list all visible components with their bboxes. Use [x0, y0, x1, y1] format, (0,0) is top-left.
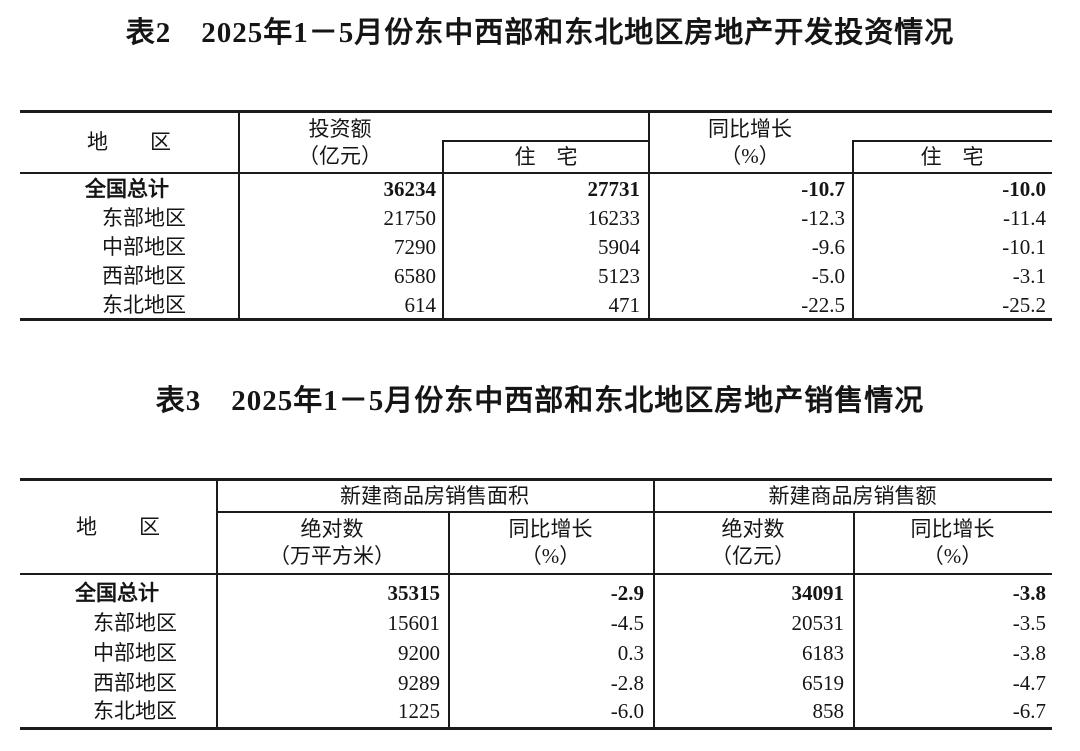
t2-row4-yoy-residential: -25.2	[1002, 293, 1046, 317]
t2-row0-residential: 27731	[587, 177, 641, 201]
t3-group-separator-border	[217, 511, 1052, 513]
t2-row0-yoy-residential: -10.0	[1002, 177, 1046, 201]
t2-header-yoy: 同比增长 （%）	[648, 113, 852, 172]
t2-header-yoy-label: 同比增长	[708, 116, 792, 141]
t3-col-divider-2	[448, 511, 450, 730]
t2-row2-region: 中部地区	[102, 235, 186, 259]
t3-header-value-absolute-label: 绝对数	[721, 517, 785, 541]
t2-header-bottom-border	[20, 172, 1052, 174]
t2-row4-residential: 471	[608, 293, 641, 317]
t2-header-residential: 住 宅	[514, 145, 578, 169]
t3-header-bottom-border	[20, 573, 1052, 575]
t2-header-yoy-unit: （%）	[720, 143, 780, 168]
t2-row4-yoy: -22.5	[801, 293, 845, 317]
t3-header-value-yoy-unit: （%）	[922, 544, 983, 568]
t3-header-group-floor-space: 新建商品房销售面积	[340, 484, 529, 508]
t3-header-area-yoy: 同比增长 （%）	[448, 513, 653, 573]
t3-row3-value-yoy: -4.7	[1012, 671, 1046, 695]
t2-residential1-box-top-border	[443, 140, 649, 142]
t3-row1-value: 20531	[791, 611, 845, 635]
t3-row2-area-yoy: 0.3	[617, 641, 644, 665]
t2-header-yoy-residential: 住 宅	[920, 145, 984, 169]
t2-row3-yoy-residential: -3.1	[1012, 264, 1046, 288]
t2-top-border	[20, 110, 1052, 113]
t3-header-area-absolute: 绝对数 （万平方米）	[216, 513, 448, 573]
t3-col-divider-4	[853, 511, 855, 730]
t3-header-value-absolute-unit: （亿元）	[711, 544, 795, 568]
table3-title: 表3 2025年1－5月份东中西部和东北地区房地产销售情况	[155, 385, 925, 417]
t3-row4-area: 1225	[398, 699, 440, 723]
t3-row0-region: 全国总计	[75, 581, 159, 605]
t2-header-investment: 投资额 （亿元）	[238, 113, 442, 172]
t2-row3-region: 西部地区	[102, 264, 186, 288]
t2-header-region: 地 区	[87, 130, 171, 154]
t2-row4-investment: 614	[404, 293, 437, 317]
t3-row1-value-yoy: -3.5	[1012, 611, 1046, 635]
t3-row0-value-yoy: -3.8	[1012, 581, 1046, 605]
t2-col-divider-3	[648, 110, 650, 321]
t3-row3-value: 6519	[802, 671, 844, 695]
t3-row3-area-yoy: -2.8	[610, 671, 644, 695]
t2-row1-investment: 21750	[383, 206, 437, 230]
t3-header-value-absolute: 绝对数 （亿元）	[653, 513, 853, 573]
t3-row2-value: 6183	[802, 641, 844, 665]
t3-row2-area: 9200	[398, 641, 440, 665]
t2-row0-investment: 36234	[383, 177, 437, 201]
t2-header-investment-label: 投资额	[308, 116, 372, 141]
t3-row0-area: 35315	[387, 581, 441, 605]
t3-row1-region: 东部地区	[93, 611, 177, 635]
t3-row4-area-yoy: -6.0	[610, 699, 644, 723]
t2-col-divider-2	[442, 140, 444, 321]
t2-row1-region: 东部地区	[102, 206, 186, 230]
t3-row4-region: 东北地区	[93, 699, 177, 723]
t3-row1-area-yoy: -4.5	[610, 611, 644, 635]
t3-bottom-border	[20, 727, 1052, 730]
t2-residential2-box-top-border	[853, 140, 1052, 142]
t2-row3-investment: 6580	[394, 264, 436, 288]
t3-row4-value: 858	[812, 699, 845, 723]
t2-row3-yoy: -5.0	[811, 264, 845, 288]
t3-header-area-yoy-label: 同比增长	[508, 517, 593, 541]
t2-col-divider-1	[238, 110, 240, 321]
t2-row1-yoy-residential: -11.4	[1003, 206, 1046, 230]
t2-row0-region: 全国总计	[85, 177, 169, 201]
t3-row2-value-yoy: -3.8	[1012, 641, 1046, 665]
t2-row4-region: 东北地区	[102, 293, 186, 317]
t3-header-area-absolute-unit: （万平方米）	[269, 544, 395, 568]
t2-row2-yoy: -9.6	[811, 235, 845, 259]
t3-row3-region: 西部地区	[93, 671, 177, 695]
t3-row1-area: 15601	[387, 611, 441, 635]
t3-row0-value: 34091	[791, 581, 845, 605]
t2-header-investment-unit: （亿元）	[298, 143, 382, 168]
t2-row1-yoy: -12.3	[801, 206, 845, 230]
t3-header-region: 地 区	[76, 515, 160, 539]
t3-row0-area-yoy: -2.9	[610, 581, 644, 605]
t2-row3-residential: 5123	[598, 264, 640, 288]
t2-row2-investment: 7290	[394, 235, 436, 259]
t3-top-border	[20, 478, 1052, 481]
t3-header-value-yoy-label: 同比增长	[910, 517, 995, 541]
t2-row0-yoy: -10.7	[801, 177, 845, 201]
t2-row1-residential: 16233	[587, 206, 641, 230]
t2-row2-yoy-residential: -10.1	[1002, 235, 1046, 259]
t3-header-area-absolute-label: 绝对数	[300, 517, 364, 541]
table2-title: 表2 2025年1－5月份东中西部和东北地区房地产开发投资情况	[125, 17, 955, 49]
t2-row2-residential: 5904	[598, 235, 640, 259]
t3-header-area-yoy-unit: （%）	[520, 544, 581, 568]
t3-row2-region: 中部地区	[93, 641, 177, 665]
t2-col-divider-4	[852, 140, 854, 321]
t3-header-value-yoy: 同比增长 （%）	[853, 513, 1052, 573]
t3-header-group-sales-value: 新建商品房销售额	[768, 484, 937, 508]
t3-col-divider-3	[653, 478, 655, 730]
t2-bottom-border	[20, 318, 1052, 321]
t3-row3-area: 9289	[398, 671, 440, 695]
t3-row4-value-yoy: -6.7	[1012, 699, 1046, 723]
t3-col-divider-1	[216, 478, 218, 730]
